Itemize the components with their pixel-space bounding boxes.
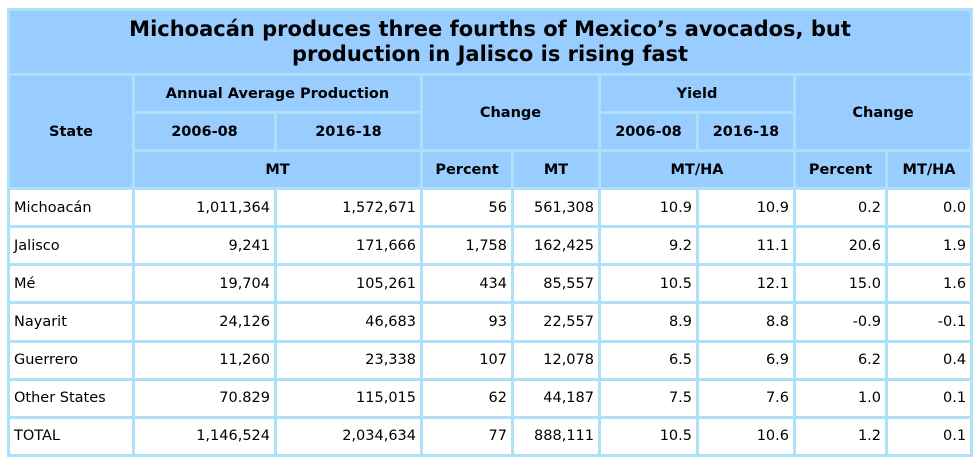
cell-prod-2016-18: 105,261	[277, 266, 420, 302]
header-yield-change-mt-ha: MT/HA	[888, 152, 971, 187]
header-unit-mt-ha: MT/HA	[601, 152, 793, 187]
cell-yield-2016-18: 12.1	[699, 266, 793, 302]
cell-yield-2016-18: 10.6	[699, 418, 793, 454]
avocado-production-table: Michoacán produces three fourths of Mexi…	[7, 8, 974, 457]
table-row: Nayarit 24,126 46,683 93 22,557 8.9 8.8 -0.9 -0.…	[10, 304, 971, 340]
cell-yield-change-mt-ha: 1.9	[888, 228, 971, 264]
cell-prod-2006-08: 1,011,364	[135, 190, 274, 226]
cell-yield-2016-18: 10.9	[699, 190, 793, 226]
cell-yield-change-mt-ha: 0.0	[888, 190, 971, 226]
cell-prod-2016-18: 46,683	[277, 304, 420, 340]
cell-state: Jalisco	[10, 228, 132, 264]
cell-change-mt: 561,308	[514, 190, 598, 226]
cell-change-pct: 434	[423, 266, 511, 302]
header-unit-mt: MT	[135, 152, 420, 187]
cell-prod-2016-18: 115,015	[277, 380, 420, 416]
cell-yield-2016-18: 11.1	[699, 228, 793, 264]
cell-prod-2006-08: 11,260	[135, 342, 274, 378]
cell-prod-2016-18: 1,572,671	[277, 190, 420, 226]
cell-yield-change-pct: 6.2	[796, 342, 885, 378]
cell-change-mt: 888,111	[514, 418, 598, 454]
table-row: TOTAL 1,146,524 2,034,634 77 888,111 10.5 10.6…	[10, 418, 971, 454]
table-row: Other States 70.829 115,015 62 44,187 7.5 7.6 1…	[10, 380, 971, 416]
cell-change-mt: 22,557	[514, 304, 598, 340]
cell-yield-change-pct: 0.2	[796, 190, 885, 226]
cell-yield-change-mt-ha: 0.1	[888, 418, 971, 454]
header-yield-change-percent: Percent	[796, 152, 885, 187]
header-period-2006-08: 2006-08	[135, 114, 274, 149]
cell-yield-2006-08: 7.5	[601, 380, 696, 416]
cell-yield-2016-18: 8.8	[699, 304, 793, 340]
cell-yield-2006-08: 6.5	[601, 342, 696, 378]
cell-prod-2006-08: 9,241	[135, 228, 274, 264]
table-title: Michoacán produces three fourths of Mexi…	[10, 11, 971, 73]
cell-prod-2016-18: 2,034,634	[277, 418, 420, 454]
cell-yield-2016-18: 7.6	[699, 380, 793, 416]
table-row: Jalisco 9,241 171,666 1,758 162,425 9.2 11.1 20…	[10, 228, 971, 264]
cell-change-pct: 56	[423, 190, 511, 226]
cell-prod-2016-18: 171,666	[277, 228, 420, 264]
cell-yield-2006-08: 9.2	[601, 228, 696, 264]
cell-change-mt: 12,078	[514, 342, 598, 378]
cell-change-mt: 162,425	[514, 228, 598, 264]
cell-change-pct: 107	[423, 342, 511, 378]
cell-change-pct: 93	[423, 304, 511, 340]
table-row: Michoacán 1,011,364 1,572,671 56 561,308 10.9…	[10, 190, 971, 226]
cell-state: Other States	[10, 380, 132, 416]
header-yield: Yield	[601, 76, 793, 111]
header-yield-period-2006-08: 2006-08	[601, 114, 696, 149]
cell-prod-2006-08: 19,704	[135, 266, 274, 302]
cell-change-mt: 85,557	[514, 266, 598, 302]
cell-yield-change-pct: 1.2	[796, 418, 885, 454]
cell-state: Mé	[10, 266, 132, 302]
cell-prod-2006-08: 1,146,524	[135, 418, 274, 454]
cell-state: Nayarit	[10, 304, 132, 340]
cell-yield-change-mt-ha: 1.6	[888, 266, 971, 302]
cell-change-pct: 1,758	[423, 228, 511, 264]
cell-yield-change-pct: 1.0	[796, 380, 885, 416]
cell-yield-2006-08: 10.5	[601, 418, 696, 454]
cell-change-mt: 44,187	[514, 380, 598, 416]
header-period-2016-18: 2016-18	[277, 114, 420, 149]
cell-yield-change-pct: -0.9	[796, 304, 885, 340]
cell-yield-change-mt-ha: 0.1	[888, 380, 971, 416]
header-yield-period-2016-18: 2016-18	[699, 114, 793, 149]
cell-yield-change-pct: 20.6	[796, 228, 885, 264]
cell-yield-2006-08: 10.5	[601, 266, 696, 302]
cell-change-pct: 77	[423, 418, 511, 454]
header-change-percent: Percent	[423, 152, 511, 187]
cell-state: TOTAL	[10, 418, 132, 454]
cell-yield-change-mt-ha: -0.1	[888, 304, 971, 340]
cell-yield-2006-08: 8.9	[601, 304, 696, 340]
cell-yield-2006-08: 10.9	[601, 190, 696, 226]
table-row: Guerrero 11,260 23,338 107 12,078 6.5 6.9 6.2 0.…	[10, 342, 971, 378]
cell-yield-2016-18: 6.9	[699, 342, 793, 378]
header-change-mt: MT	[514, 152, 598, 187]
header-yield-change: Change	[796, 76, 971, 149]
cell-yield-change-pct: 15.0	[796, 266, 885, 302]
cell-prod-2006-08: 70.829	[135, 380, 274, 416]
cell-state: Michoacán	[10, 190, 132, 226]
cell-state: Guerrero	[10, 342, 132, 378]
header-change: Change	[423, 76, 598, 149]
cell-yield-change-mt-ha: 0.4	[888, 342, 971, 378]
table-row: Mé 19,704 105,261 434 85,557 10.5 12.1 15.0 1.6	[10, 266, 971, 302]
cell-prod-2016-18: 23,338	[277, 342, 420, 378]
cell-prod-2006-08: 24,126	[135, 304, 274, 340]
cell-change-pct: 62	[423, 380, 511, 416]
header-state: State	[10, 76, 132, 187]
header-annual-avg-production: Annual Average Production	[135, 76, 420, 111]
